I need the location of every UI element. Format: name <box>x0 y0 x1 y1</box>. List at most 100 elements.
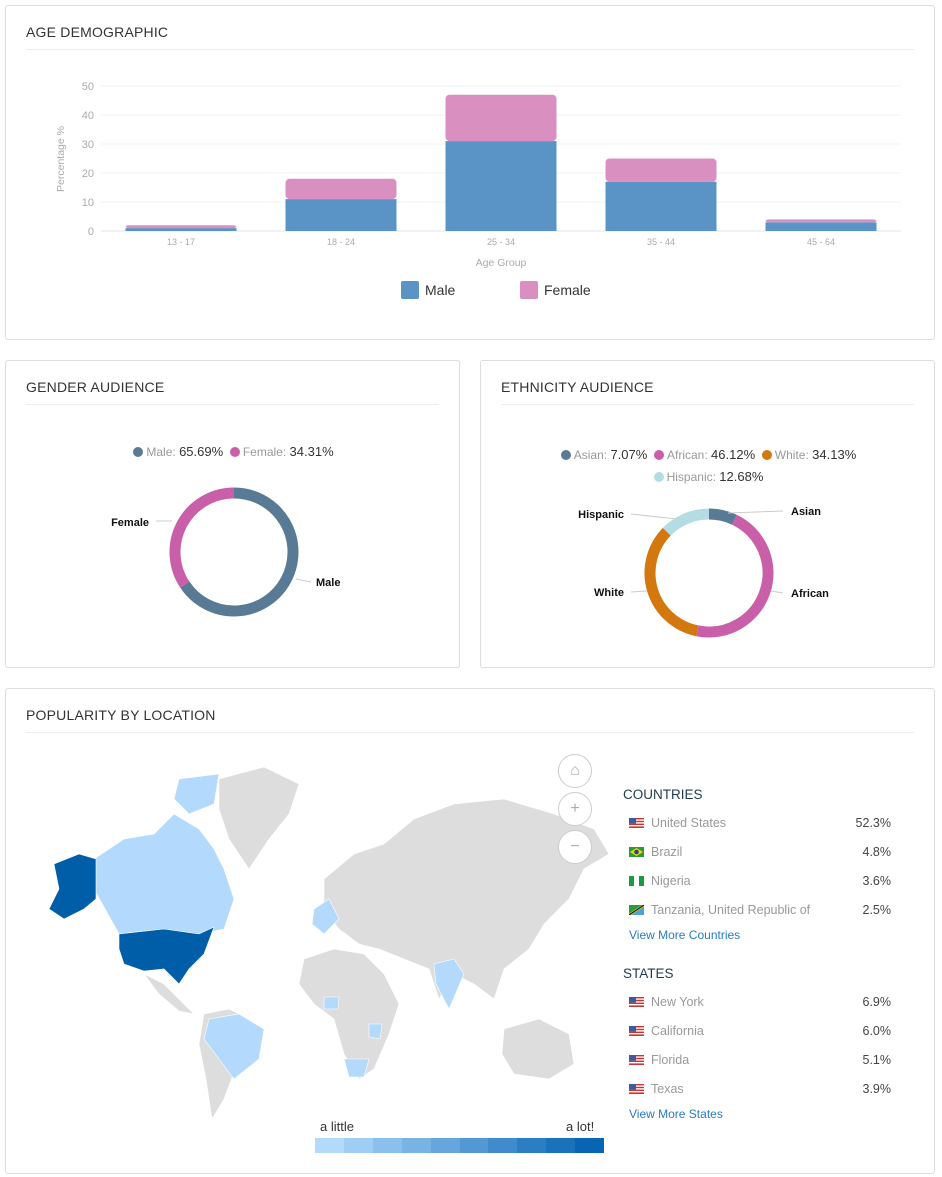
x-tick-label: 35 - 44 <box>647 237 675 247</box>
ethnicity-audience-card: ETHNICITY AUDIENCE Asian: 7.07% African:… <box>480 360 935 668</box>
map-usa <box>118 926 215 985</box>
x-tick-label: 13 - 17 <box>167 237 195 247</box>
flag-ng-icon <box>629 875 651 886</box>
world-map[interactable] <box>24 759 614 1139</box>
legend-item-african[interactable]: African: 46.12% <box>654 447 755 462</box>
scale-step <box>459 1138 489 1153</box>
row-name: United States <box>651 815 727 830</box>
card-title: POPULARITY BY LOCATION <box>26 707 216 723</box>
legend-value: 34.31% <box>289 444 334 459</box>
map-europe-west <box>311 898 340 935</box>
map-canada <box>93 813 235 935</box>
row-name: Nigeria <box>651 873 691 888</box>
slice-label: Male <box>316 577 340 589</box>
bar-female[interactable] <box>125 225 237 229</box>
row-value: 6.0% <box>862 1023 892 1038</box>
legend-dot <box>229 447 240 457</box>
state-row[interactable]: California 6.0% <box>623 1016 891 1045</box>
y-tick-label: 50 <box>82 81 94 93</box>
map-zoom-in-button[interactable]: + <box>558 792 592 826</box>
donut-slice-asian[interactable] <box>708 508 737 525</box>
y-tick-label: 10 <box>82 197 94 209</box>
legend-value: 12.68% <box>719 469 764 484</box>
bar-male[interactable] <box>125 228 237 231</box>
ethnicity-donut-chart: Asian African White Hispanic <box>578 506 829 638</box>
legend-label: Female: <box>242 445 287 459</box>
row-name: California <box>651 1023 704 1038</box>
slice-label: Hispanic <box>578 509 624 521</box>
country-row[interactable]: Tanzania, United Republic of 2.5% <box>623 895 891 924</box>
scale-step <box>575 1138 605 1153</box>
scale-step <box>401 1138 431 1153</box>
scale-high-label: a lot! <box>566 1119 595 1134</box>
donut-slice-african[interactable] <box>696 514 774 638</box>
bar-male[interactable] <box>605 181 717 231</box>
flag-us-icon <box>629 996 651 1007</box>
legend-item-white[interactable]: White: 34.13% <box>761 447 856 462</box>
slice-label: African <box>791 588 829 600</box>
bar-female[interactable] <box>445 94 557 142</box>
legend-dot <box>761 450 772 460</box>
gender-legend: Male: 65.69% Female: 34.31% <box>6 444 461 459</box>
map-eurasia <box>323 798 610 1000</box>
country-row[interactable]: Brazil 4.8% <box>623 837 891 866</box>
legend-label[interactable]: Male <box>425 282 456 298</box>
donut-slice-female[interactable] <box>169 487 235 588</box>
map-india <box>433 958 465 1010</box>
scale-step <box>488 1138 518 1153</box>
legend-dot <box>653 472 664 482</box>
map-zoom-out-button[interactable]: − <box>558 830 592 864</box>
legend-label[interactable]: Female <box>544 282 591 298</box>
legend-item-female[interactable]: Female: 34.31% <box>229 444 334 459</box>
popularity-by-location-card: POPULARITY BY LOCATION ⌂ + − a little a <box>5 688 935 1174</box>
map-nigeria <box>323 996 340 1010</box>
x-axis-title: Age Group <box>476 257 527 269</box>
card-title: ETHNICITY AUDIENCE <box>501 379 654 395</box>
view-more-countries-link[interactable]: View More Countries <box>629 928 741 942</box>
map-africa <box>298 948 400 1080</box>
slice-label: White <box>594 587 624 599</box>
bar-male[interactable] <box>765 222 877 231</box>
donut-slice-white[interactable] <box>644 527 699 637</box>
donut-slice-male[interactable] <box>180 487 299 617</box>
label-connector <box>770 590 784 594</box>
state-row[interactable]: Texas 3.9% <box>623 1074 891 1103</box>
age-demographic-card: AGE DEMOGRAPHIC 0 10 20 30 40 50 13 - 17 18 - 2… <box>5 5 935 340</box>
bar-female[interactable] <box>285 178 397 200</box>
donut-slice-hispanic[interactable] <box>662 508 710 536</box>
states-list: STATES New York 6.9% California 6.0% Florida… <box>623 966 891 1121</box>
divider <box>26 404 439 405</box>
scale-step <box>430 1138 460 1153</box>
country-row[interactable]: United States 52.3% <box>623 808 891 837</box>
legend-item-asian[interactable]: Asian: 7.07% <box>560 447 648 462</box>
country-row[interactable]: Nigeria 3.6% <box>623 866 891 895</box>
legend-value: 65.69% <box>179 444 224 459</box>
x-tick-label: 45 - 64 <box>807 237 835 247</box>
countries-title: COUNTRIES <box>623 787 703 802</box>
legend-item-hispanic[interactable]: Hispanic: 12.68% <box>653 469 764 484</box>
map-central-america <box>143 973 195 1015</box>
map-home-button[interactable]: ⌂ <box>558 754 592 788</box>
label-connector <box>630 513 678 520</box>
bar-female[interactable] <box>605 158 717 182</box>
row-value: 52.3% <box>855 815 891 830</box>
bar-male[interactable] <box>285 199 397 231</box>
state-row[interactable]: Florida 5.1% <box>623 1045 891 1074</box>
legend-value: 7.07% <box>610 447 648 462</box>
row-name: Brazil <box>651 844 683 859</box>
scale-step <box>315 1138 344 1153</box>
y-axis-title: Percentage % <box>55 126 67 192</box>
legend-swatch <box>401 281 419 299</box>
label-connector <box>727 510 784 514</box>
view-more-states-link[interactable]: View More States <box>629 1107 723 1121</box>
divider <box>26 49 914 50</box>
legend-item-male[interactable]: Male: 65.69% <box>133 444 224 459</box>
bar-male[interactable] <box>445 141 557 231</box>
x-tick-label: 18 - 24 <box>327 237 355 247</box>
flag-tz-icon <box>629 904 651 915</box>
flag-us-icon <box>629 1054 651 1065</box>
legend-label: Asian: <box>573 448 608 462</box>
bar-female[interactable] <box>765 219 877 223</box>
flag-br-icon <box>629 846 651 857</box>
state-row[interactable]: New York 6.9% <box>623 987 891 1016</box>
